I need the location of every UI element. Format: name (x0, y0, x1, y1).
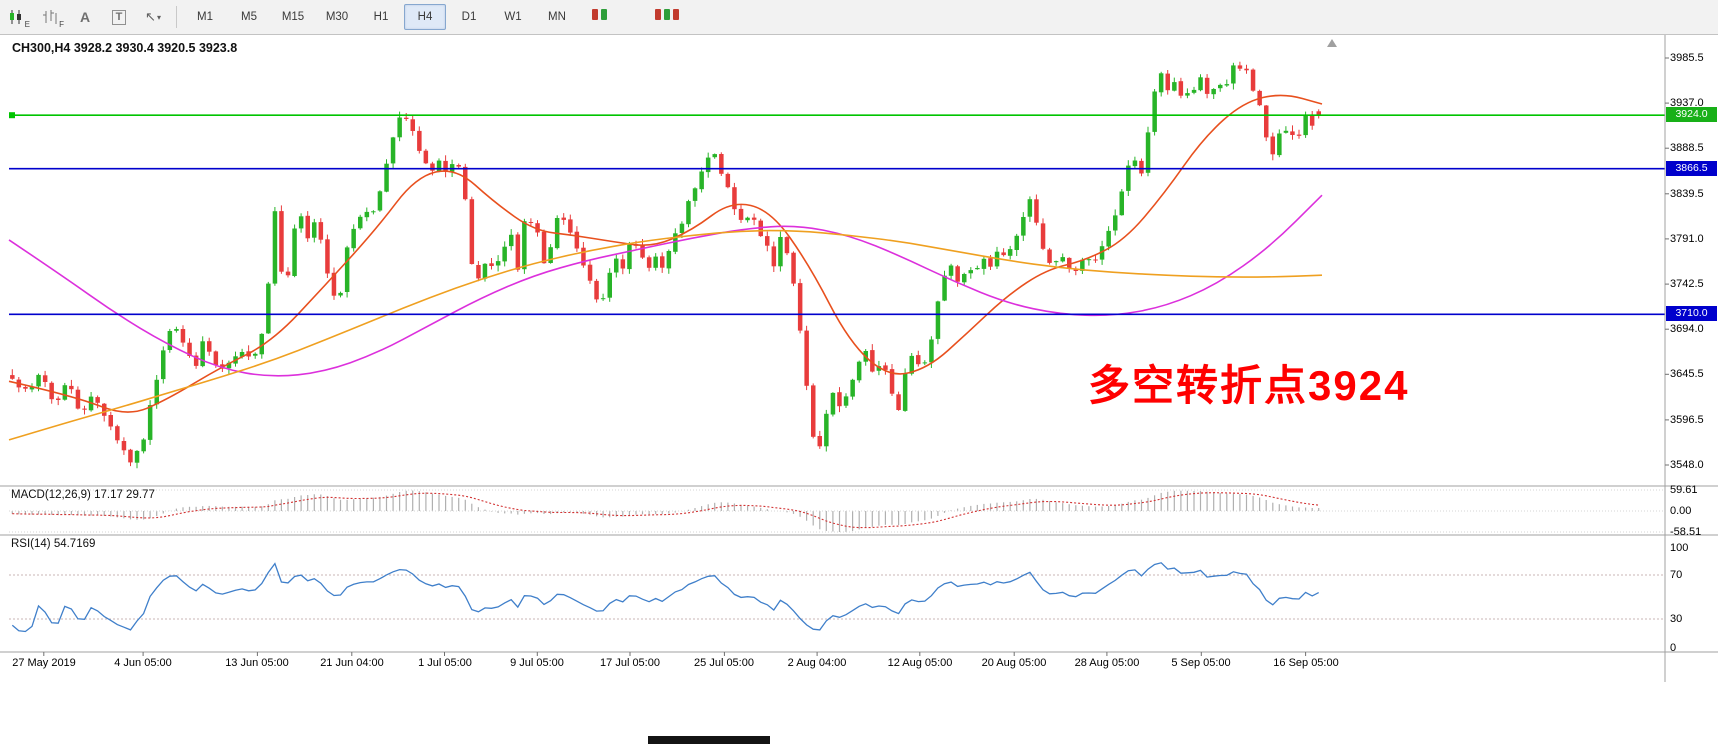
timeframe-button-H1[interactable]: H1 (373, 11, 389, 23)
cursor-tool-icon[interactable]: ↖ ▾ (145, 9, 161, 24)
toolbar: E F A T ↖ ▾ M1 M5 M15 M30 H1 H4 D1 W1 MN (0, 0, 1718, 35)
medium-ma-line (8, 194, 1323, 377)
toolbar-mini-marker-group (655, 9, 679, 20)
chart-annotation: 多空转折点3924 (1088, 362, 1410, 409)
text-box-icon[interactable]: T (103, 3, 135, 31)
timeframe-button-M1[interactable]: M1 (197, 11, 213, 23)
timeframe-button-W1[interactable]: W1 (504, 11, 522, 23)
taskbar-fragment (648, 736, 770, 744)
timeframe-group: M1 M5 M15 M30 H1 H4 D1 W1 MN (183, 0, 579, 34)
timeframe-button-MN[interactable]: MN (548, 11, 566, 23)
macd-label: MACD(12,26,9) 17.17 29.77 (11, 489, 155, 501)
chart-scroll-marker-icon (1327, 39, 1337, 47)
chart-tools-group: E F A T ↖ ▾ (0, 0, 170, 34)
timeframe-button-D1[interactable]: D1 (461, 11, 477, 23)
candlestick-chart-icon[interactable]: E (1, 3, 33, 31)
timeframe-button-M15[interactable]: M15 (281, 11, 305, 23)
bar-chart-icon[interactable]: F (43, 10, 64, 29)
candlesticks (10, 61, 1321, 469)
text-label-icon[interactable]: A (79, 9, 91, 25)
slow-ma-line (8, 229, 1323, 441)
rsi-line (11, 562, 1319, 633)
timeframe-button-M30[interactable]: M30 (325, 11, 349, 23)
chart-symbol-title: CH300,H4 3928.2 3930.4 3920.5 3923.8 (12, 41, 238, 55)
fast-ma-line (8, 94, 1323, 413)
rsi-label: RSI(14) 54.7169 (11, 538, 96, 550)
toolbar-mini-marker-group (592, 9, 607, 20)
timeframe-button-M5[interactable]: M5 (241, 11, 257, 23)
toolbar-separator (176, 6, 177, 28)
macd-signal-line (12, 492, 1319, 529)
macd-histogram (11, 490, 1320, 532)
hline-left-marker (9, 112, 15, 119)
timeframe-button-H4[interactable]: H4 (404, 4, 446, 30)
